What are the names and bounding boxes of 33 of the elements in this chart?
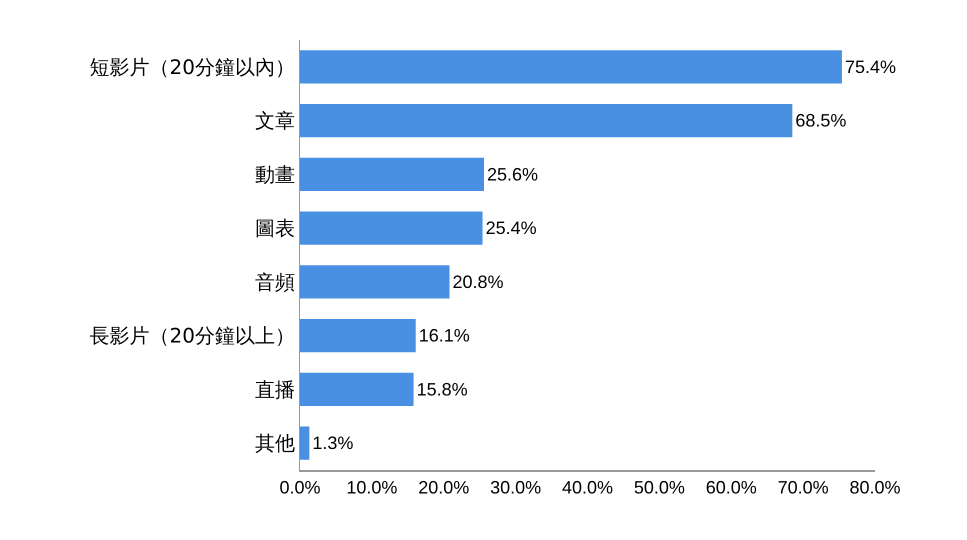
bar (300, 265, 450, 299)
data-label: 25.6% (487, 164, 538, 184)
y-tick-label: 音頻 (255, 270, 295, 294)
x-tick-label: 20.0% (418, 478, 470, 498)
x-tick-label: 80.0% (849, 478, 901, 498)
y-tick-label: 圖表 (255, 216, 295, 240)
x-tick-label: 50.0% (634, 478, 685, 498)
x-tick-label: 0.0% (279, 478, 321, 498)
data-label: 25.4% (486, 218, 537, 238)
bar (300, 372, 414, 406)
bar (300, 50, 842, 84)
data-label: 15.8% (416, 379, 468, 400)
data-label: 16.1% (418, 326, 470, 346)
x-tick-label: 70.0% (778, 478, 829, 498)
y-tick-label: 動畫 (255, 162, 295, 186)
y-tick-label: 文章 (255, 108, 295, 133)
y-tick-label: 長影片（20分鐘以上） (90, 324, 295, 348)
bar (300, 104, 792, 138)
x-tick-label: 60.0% (706, 478, 757, 498)
data-label: 1.3% (312, 433, 354, 454)
data-label: 20.8% (452, 272, 504, 292)
bar (300, 318, 416, 352)
data-label: 68.5% (795, 110, 846, 131)
data-label: 75.4% (844, 56, 896, 77)
x-tick-label: 40.0% (562, 478, 614, 498)
bar (300, 211, 483, 245)
bar (300, 426, 310, 460)
bar (300, 158, 484, 192)
y-tick-label: 直播 (255, 377, 295, 402)
y-tick-label: 其他 (255, 431, 295, 456)
x-tick-label: 30.0% (490, 478, 542, 498)
x-tick-label: 10.0% (346, 478, 398, 498)
y-tick-label: 短影片（20分鐘以內） (90, 54, 295, 79)
